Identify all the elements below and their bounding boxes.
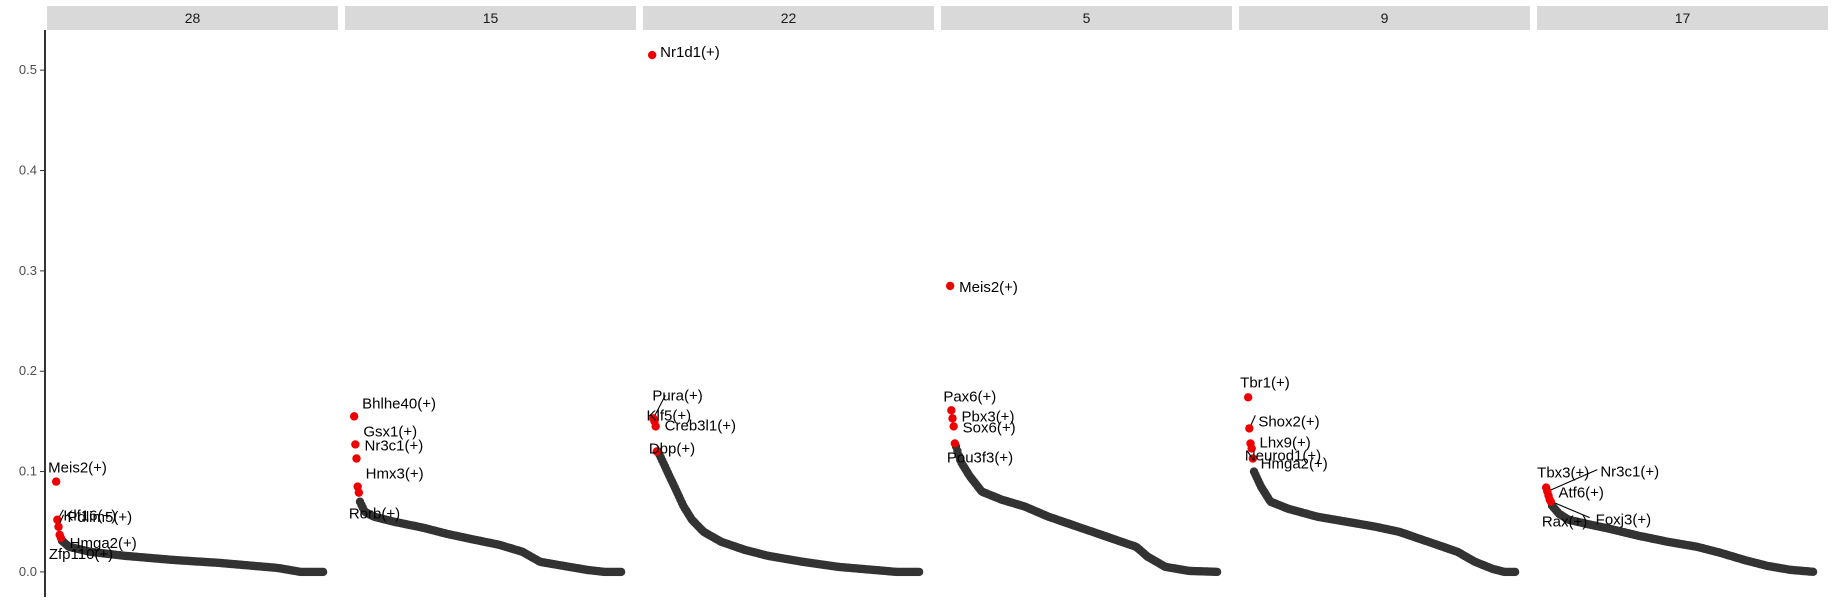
data-point-highlight xyxy=(1248,454,1258,463)
point-label: Klf5(+) xyxy=(647,407,692,424)
point-label: Nr1d1(+) xyxy=(660,44,720,61)
data-point-highlight xyxy=(947,406,956,415)
point-label: Gsx1(+) xyxy=(363,423,417,440)
point-label: Shox2(+) xyxy=(1258,413,1319,430)
y-tick-label: 0.5 xyxy=(19,62,37,77)
point-label: Klf16(+) xyxy=(63,508,116,525)
label-connector xyxy=(59,514,65,524)
data-point-highlight xyxy=(56,533,66,542)
y-tick-label: 0.1 xyxy=(19,464,37,479)
facet-panel-5: 5 Meis2(+) Pax6(+) Pbx3(+)Sox6(+) Pou3f3(+) xyxy=(941,6,1232,577)
y-tick-label: 0.3 xyxy=(19,263,37,278)
point-label: Hmga2(+) xyxy=(70,535,137,552)
y-tick-label: 0.0 xyxy=(19,564,37,579)
facet-strip-label: 22 xyxy=(781,10,797,26)
facet-strip xyxy=(643,6,934,30)
data-point-rest xyxy=(318,567,328,577)
point-label: Rorb(+) xyxy=(349,506,400,523)
data-point-rest xyxy=(1510,567,1520,577)
facet-strip xyxy=(47,6,338,30)
data-point-highlight xyxy=(1245,424,1254,433)
point-label: Atf6(+) xyxy=(1559,485,1604,502)
y-axis: 0.0 0.1 0.2 0.3 0.4 0.5 xyxy=(19,30,46,597)
label-connector xyxy=(1249,415,1256,427)
facet-strip xyxy=(1537,6,1828,30)
data-point-highlight xyxy=(647,50,657,60)
point-label: Zfp110(+) xyxy=(49,546,113,563)
point-label: Nr3c1(+) xyxy=(365,438,424,455)
data-point-rest xyxy=(914,567,924,577)
data-point-highlight xyxy=(1247,444,1256,453)
facet-strip xyxy=(941,6,1232,30)
point-label: Tbr1(+) xyxy=(1240,374,1290,391)
facet-panel-22: 22 Nr1d1(+) Pura(+) Klf5(+)Creb3l1(+) Dbp(+) xyxy=(643,6,934,577)
facet-panel-15: 15 Bhlhe40(+) Gsx1(+)Nr3c1(+) Hmx3(+) Rorb(+… xyxy=(345,6,636,577)
facet-strip xyxy=(1239,6,1530,30)
data-point-highlight xyxy=(950,439,960,448)
data-point-highlight xyxy=(652,447,662,456)
facet-strip-label: 9 xyxy=(1381,10,1389,26)
facet-panels: 28Meis2(+)Klf16(+)Pdlim5(+)Hmga2(+)Zfp11… xyxy=(47,6,1828,577)
label-connector xyxy=(1549,469,1598,492)
point-label: Sox6(+) xyxy=(963,419,1016,436)
y-tick-label: 0.2 xyxy=(19,363,37,378)
data-point-highlight xyxy=(351,440,360,449)
facet-strip-label: 5 xyxy=(1083,10,1091,26)
point-label: Pbx3(+) xyxy=(962,408,1015,425)
facet-strip-label: 17 xyxy=(1675,10,1691,26)
data-point-rest xyxy=(1212,567,1222,577)
data-point-highlight xyxy=(651,422,660,431)
data-point-highlight xyxy=(1243,393,1253,402)
point-label: Hmga2(+) xyxy=(1261,455,1328,472)
point-label: Pax6(+) xyxy=(943,388,996,405)
data-point-rest xyxy=(1808,567,1818,576)
data-point-highlight xyxy=(349,412,359,421)
data-point-highlight xyxy=(51,477,61,486)
facet-panel-28: 28 Meis2(+) Klf16(+)Pdlim5(+) Hmga2(+)Zfp11… xyxy=(47,6,338,577)
point-label: Hmx3(+) xyxy=(366,466,424,483)
facet-panel-17: 17 Tbx3(+) Nr3c1(+) Atf6(+) Foxj3(+) Rax(+) xyxy=(1537,6,1828,576)
data-point-highlight xyxy=(945,281,955,291)
data-point-highlight xyxy=(53,515,62,524)
label-connector xyxy=(58,509,64,518)
facet-strip xyxy=(345,6,636,30)
data-point-highlight xyxy=(54,522,63,531)
label-connector xyxy=(653,395,666,417)
point-label: Meis2(+) xyxy=(959,279,1018,296)
point-label: Pura(+) xyxy=(652,387,702,404)
data-point-highlight xyxy=(354,488,364,497)
point-label: Neurod1(+) xyxy=(1245,448,1321,465)
data-point-highlight xyxy=(949,422,958,431)
point-label: Nr3c1(+) xyxy=(1600,464,1659,481)
point-label: Creb3l1(+) xyxy=(665,417,736,434)
point-label: Foxj3(+) xyxy=(1596,512,1651,529)
point-label: Pou3f3(+) xyxy=(947,449,1013,466)
data-point-highlight xyxy=(948,414,957,423)
point-label: Lhx9(+) xyxy=(1260,434,1311,451)
facet-strip-label: 28 xyxy=(185,10,201,26)
point-label: Meis2(+) xyxy=(48,460,107,477)
label-connector xyxy=(1551,501,1590,519)
data-point-highlight xyxy=(352,454,361,463)
point-label: Rax(+) xyxy=(1542,514,1587,531)
point-label: Dbp(+) xyxy=(649,440,695,457)
point-label: Tbx3(+) xyxy=(1537,465,1589,482)
data-point-rest xyxy=(616,567,626,577)
y-tick-label: 0.4 xyxy=(19,162,37,177)
facet-panel-9: 9 Tbr1(+) Shox2(+) Lhx9(+) Hmga2(+)Neurod1(+… xyxy=(1239,6,1530,577)
point-label: Bhlhe40(+) xyxy=(362,395,436,412)
facet-strip-label: 15 xyxy=(483,10,499,26)
data-point-highlight xyxy=(1546,497,1556,506)
point-label: Pdlim5(+) xyxy=(68,509,133,526)
